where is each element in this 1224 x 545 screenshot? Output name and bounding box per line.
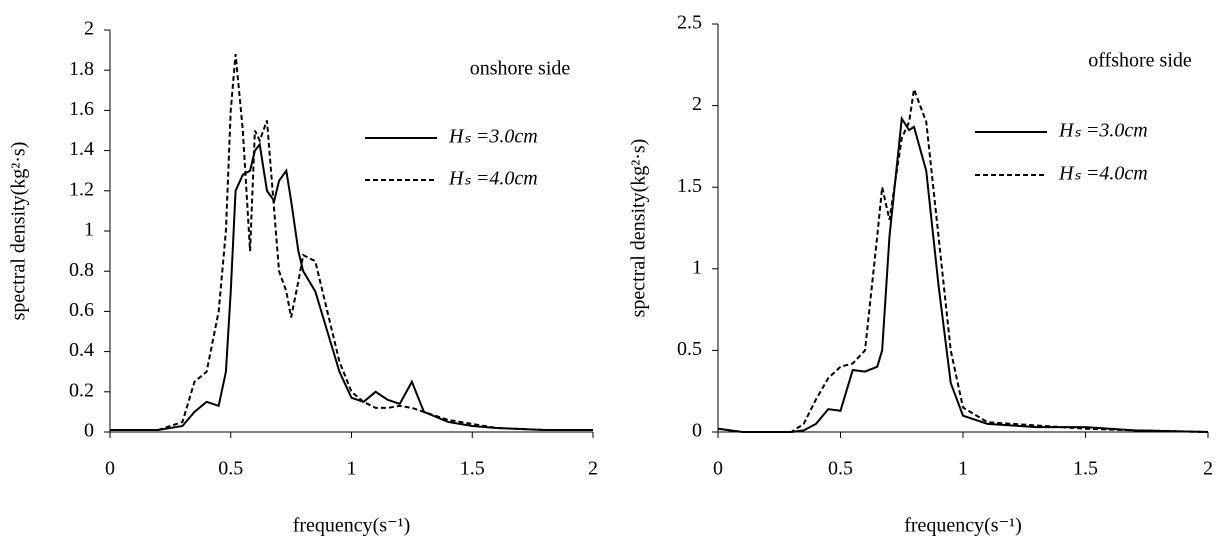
series-line — [717, 85, 1209, 433]
x-axis-title: frequency(s⁻¹) — [904, 515, 1022, 537]
chart: 0 0.2 0.4 0.6 0.8 1 1.2 1.4 1.6 1.8 2 0 0.5 1 1.5 2 freq… — [8, 18, 598, 537]
x-tick-label: 1 — [347, 458, 357, 480]
y-tick-label: 0.4 — [69, 339, 94, 361]
y-tick-label: 1.4 — [69, 138, 94, 160]
legend-label: Hₛ =4.0cm — [1058, 163, 1148, 185]
y-tick-label: 1 — [84, 219, 94, 241]
x-tick-label: 1 — [958, 458, 968, 480]
y-tick-label: 2.5 — [677, 12, 702, 34]
y-tick-label: 0.5 — [677, 338, 702, 360]
chart: 0 0.5 1 1.5 2 2.5 0 0.5 1 1.5 2 frequency(s⁻¹) spect… — [628, 12, 1213, 537]
y-tick-label: 0.2 — [69, 379, 94, 401]
series-line — [110, 142, 593, 431]
x-tick-label: 0.5 — [218, 458, 243, 480]
legend-label: Hₛ =3.0cm — [1058, 120, 1148, 142]
x-tick-label: 2 — [1203, 458, 1213, 480]
annotation: offshore side — [1088, 50, 1192, 72]
y-tick-label: 1 — [692, 256, 702, 278]
y-tick-label: 0.6 — [69, 299, 94, 321]
annotation: onshore side — [470, 58, 571, 80]
x-tick-label: 0 — [105, 458, 115, 480]
x-axis-title: frequency(s⁻¹) — [293, 515, 411, 537]
y-axis-title: spectral density(kg²·s) — [8, 142, 30, 321]
x-tick-label: 0.5 — [828, 458, 853, 480]
y-tick-label: 0 — [84, 420, 94, 442]
y-tick-label: 1.2 — [69, 178, 94, 200]
x-tick-label: 1.5 — [460, 458, 485, 480]
y-axis-title: spectral density(kg²·s) — [628, 139, 650, 318]
x-tick-label: 2 — [588, 458, 598, 480]
y-tick-label: 2 — [84, 18, 94, 40]
y-tick-label: 1.6 — [69, 98, 94, 120]
x-tick-label: 0 — [713, 458, 723, 480]
y-tick-label: 2 — [692, 93, 702, 115]
legend-label: Hₛ =4.0cm — [448, 168, 538, 190]
series-line — [110, 54, 593, 431]
y-tick-label: 0.8 — [69, 259, 94, 281]
legend-label: Hₛ =3.0cm — [448, 126, 538, 148]
y-tick-label: 1.5 — [677, 175, 702, 197]
y-tick-label: 1.8 — [69, 58, 94, 80]
x-tick-label: 1.5 — [1073, 458, 1098, 480]
y-tick-label: 0 — [692, 420, 702, 442]
